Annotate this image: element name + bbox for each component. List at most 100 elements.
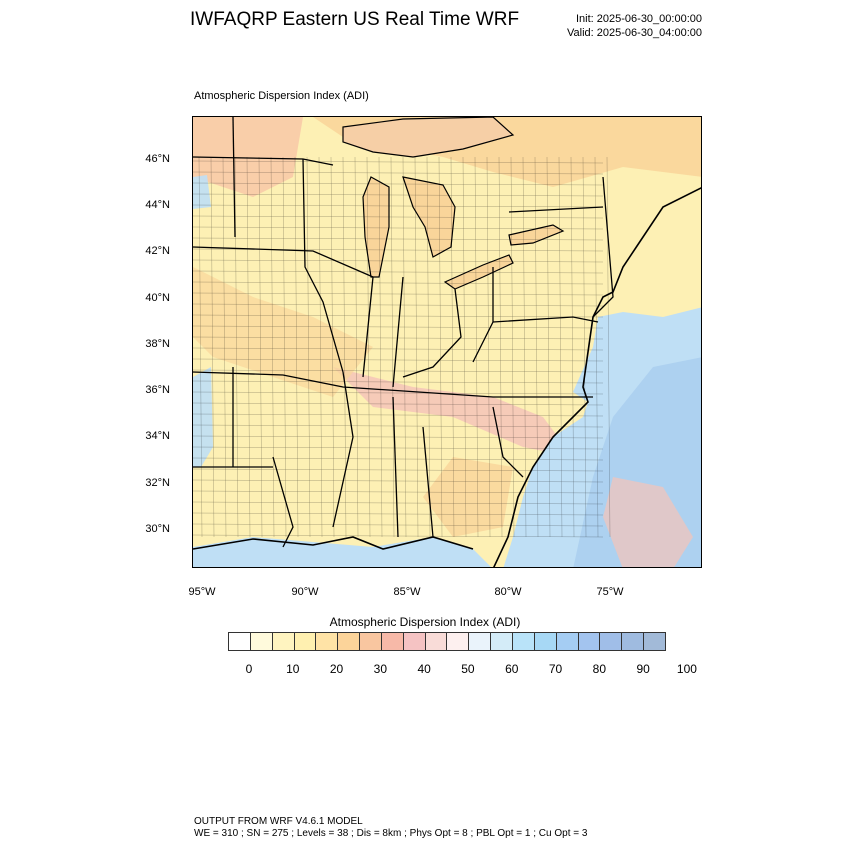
county-line (222, 156, 227, 538)
lat-label-38n: 38°N (145, 338, 170, 350)
colorbar-swatch (403, 633, 426, 650)
colorbar-swatch (381, 633, 404, 650)
county-line (306, 156, 311, 538)
west-blue-patch (193, 367, 213, 467)
state-borders (193, 117, 614, 548)
atlantic-pink-patch (603, 477, 693, 567)
colorbar-swatch (644, 633, 665, 650)
county-line (258, 156, 263, 538)
county-line (193, 281, 604, 285)
colorbar-swatch (469, 633, 492, 650)
county-line (193, 336, 604, 340)
county-line (210, 156, 215, 538)
shading-west-orange (193, 117, 303, 197)
colorbar-swatch (338, 633, 361, 650)
lon-label-75w: 75°W (596, 586, 624, 598)
colorbar-tick-label: 10 (286, 662, 300, 676)
colorbar-swatch (272, 633, 295, 650)
lat-label-30n: 30°N (145, 523, 170, 535)
county-line (193, 490, 604, 494)
county-line (193, 424, 604, 428)
lon-label-95w: 95°W (188, 586, 216, 598)
colorbar-title: Atmospheric Dispersion Index (ADI) (329, 615, 521, 629)
county-line (546, 156, 551, 538)
adi-map (193, 117, 701, 567)
lon-label-90w: 90°W (291, 586, 319, 598)
county-line (450, 156, 455, 538)
county-line (193, 512, 604, 516)
county-line (294, 156, 299, 538)
colorbar-swatch (250, 633, 273, 650)
colorbar-tick-label: 90 (636, 662, 650, 676)
county-line (193, 380, 604, 384)
county-line (438, 156, 443, 538)
county-lines (193, 156, 611, 538)
county-line (193, 314, 604, 318)
county-line (582, 156, 587, 538)
lake-huron (402, 176, 456, 258)
colorbar-swatch (447, 633, 470, 650)
county-line (193, 182, 604, 186)
county-line (534, 156, 539, 538)
colorbar-tick-label: 60 (505, 662, 519, 676)
county-line (193, 468, 604, 472)
coastlines (193, 187, 701, 567)
county-line (193, 171, 604, 175)
county-line (402, 156, 407, 538)
county-line (193, 501, 604, 505)
colorbar-tick-label: 100 (676, 662, 697, 676)
county-line (390, 156, 395, 538)
county-line (594, 156, 599, 538)
lat-label-40n: 40°N (145, 292, 170, 304)
colorbar-swatch (491, 633, 513, 650)
gulf-of-mexico (193, 537, 491, 567)
county-line (193, 270, 604, 274)
lon-label-85w: 85°W (393, 586, 421, 598)
county-line (414, 156, 419, 538)
county-line (510, 156, 515, 538)
lat-label-36n: 36°N (145, 384, 170, 396)
county-line (354, 156, 359, 538)
county-line (522, 156, 527, 538)
colorbar-swatch (578, 633, 601, 650)
map-panel (192, 116, 702, 568)
county-line (498, 156, 503, 538)
colorbar-swatch (360, 633, 382, 650)
colorbar-swatch (294, 633, 317, 650)
county-line (270, 156, 275, 538)
county-line (193, 479, 604, 483)
county-line (193, 347, 604, 351)
lake-michigan (362, 176, 390, 278)
county-line (193, 303, 604, 307)
county-line (193, 369, 604, 373)
county-line (193, 446, 604, 450)
county-line (234, 156, 239, 538)
footer-model-line: OUTPUT FROM WRF V4.6.1 MODEL (194, 816, 363, 827)
lat-label-46n: 46°N (145, 153, 170, 165)
county-line (474, 156, 479, 538)
county-line (193, 523, 604, 527)
county-line (198, 156, 203, 538)
colorbar-swatch (534, 633, 557, 650)
county-line (193, 325, 604, 329)
county-line (486, 156, 491, 538)
colorbar-swatch (600, 633, 623, 650)
colorbar-swatch (229, 633, 251, 650)
county-line (426, 156, 431, 538)
lat-label-34n: 34°N (145, 430, 170, 442)
county-line (193, 402, 604, 406)
valid-time: Valid: 2025-06-30_04:00:00 (567, 27, 702, 39)
shading-mid-orange (193, 267, 373, 397)
county-line (193, 259, 604, 263)
colorbar-swatch (512, 633, 535, 650)
colorbar-tick-label: 20 (329, 662, 344, 676)
county-line (193, 413, 604, 417)
county-line (193, 204, 604, 208)
county-line (378, 156, 383, 538)
colorbar-tick-label: 80 (592, 662, 607, 676)
west-blue-patch-2 (193, 175, 211, 209)
colorbar-swatch (425, 633, 448, 650)
county-line (366, 156, 371, 538)
shading-ga-orange (423, 457, 513, 537)
lake-ontario (508, 224, 565, 246)
